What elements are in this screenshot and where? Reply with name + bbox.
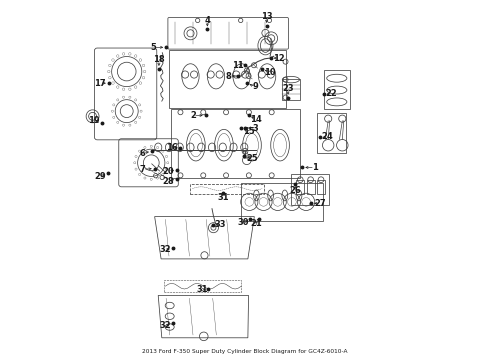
Bar bbox=[172, 109, 300, 178]
Text: 16: 16 bbox=[166, 143, 177, 152]
Text: 11: 11 bbox=[232, 61, 244, 70]
Text: 5: 5 bbox=[150, 43, 156, 52]
Text: 10: 10 bbox=[264, 68, 276, 77]
Text: 27: 27 bbox=[315, 199, 326, 208]
Bar bbox=[307, 180, 315, 194]
Text: 12: 12 bbox=[273, 54, 285, 63]
Text: 20: 20 bbox=[162, 167, 174, 176]
Text: 31: 31 bbox=[218, 193, 229, 202]
Text: 2013 Ford F-350 Super Duty Cylinder Block Diagram for GC4Z-6010-A: 2013 Ford F-350 Super Duty Cylinder Bloc… bbox=[142, 349, 348, 354]
Text: 7: 7 bbox=[140, 165, 146, 174]
Text: 1: 1 bbox=[312, 163, 318, 172]
Text: 6: 6 bbox=[140, 149, 146, 158]
Bar bbox=[169, 50, 286, 108]
Text: 32: 32 bbox=[160, 321, 171, 330]
Bar bbox=[164, 280, 242, 292]
Bar bbox=[324, 69, 350, 109]
Text: 3: 3 bbox=[253, 123, 259, 132]
Text: 25: 25 bbox=[246, 154, 258, 163]
Text: 33: 33 bbox=[214, 220, 226, 229]
Text: 23: 23 bbox=[282, 84, 294, 93]
Bar bbox=[191, 184, 264, 194]
Text: 17: 17 bbox=[94, 79, 105, 88]
Text: 28: 28 bbox=[162, 176, 174, 185]
Bar bbox=[317, 113, 346, 153]
Bar bbox=[317, 180, 325, 194]
Text: 29: 29 bbox=[94, 172, 105, 181]
Text: 8: 8 bbox=[226, 72, 232, 81]
Text: 15: 15 bbox=[243, 127, 254, 136]
Text: 32: 32 bbox=[160, 246, 171, 255]
Text: 2: 2 bbox=[190, 111, 196, 120]
Bar bbox=[242, 183, 323, 221]
Text: 30: 30 bbox=[238, 218, 249, 227]
Text: 18: 18 bbox=[153, 55, 165, 64]
Bar bbox=[291, 174, 329, 205]
Text: 13: 13 bbox=[261, 12, 272, 21]
Text: 24: 24 bbox=[321, 132, 333, 141]
Text: 19: 19 bbox=[88, 116, 99, 125]
Text: 31: 31 bbox=[196, 285, 208, 294]
Bar bbox=[296, 180, 304, 194]
Text: 22: 22 bbox=[325, 89, 337, 98]
Text: 26: 26 bbox=[289, 185, 301, 194]
Text: 4: 4 bbox=[204, 16, 210, 25]
Text: 21: 21 bbox=[250, 219, 262, 228]
Text: 9: 9 bbox=[253, 82, 259, 91]
Text: 14: 14 bbox=[250, 114, 262, 123]
Bar bbox=[282, 79, 299, 100]
